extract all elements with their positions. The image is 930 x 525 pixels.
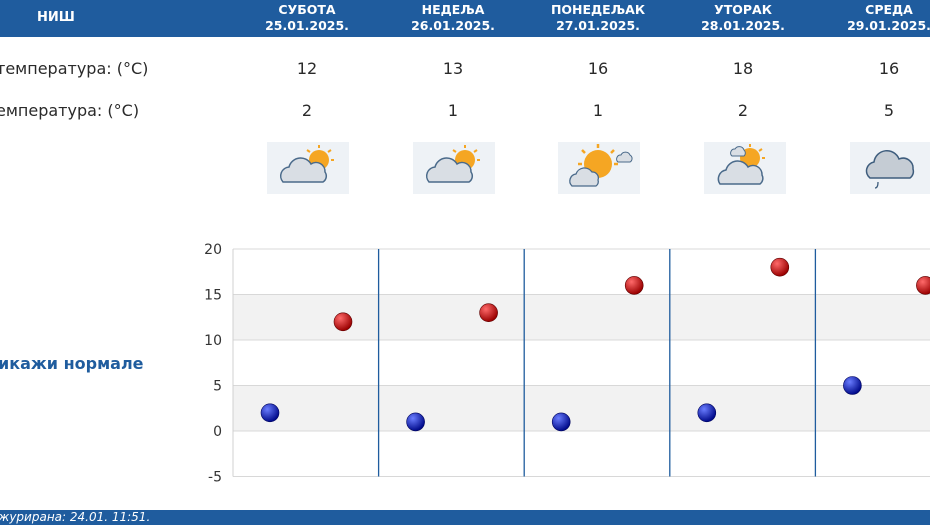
min-temp-value: 5 (883, 101, 895, 120)
last-updated: а ажурирана: 24.01. 11:51. (0, 510, 151, 524)
temperature-chart: 20 15 10 5 0 -5 (204, 242, 930, 486)
partly-cloudy-icon (413, 142, 495, 194)
grid-band (233, 385, 930, 431)
partly-cloudy-icon (267, 142, 349, 194)
partly-cloudy-icon (704, 142, 786, 194)
max-temp-value: 18 (732, 59, 754, 78)
max-temp-point (333, 312, 353, 332)
header-bar: НИШ СУБОТА 25.01.2025. НЕДЕЉА 26.01.2025… (0, 0, 930, 37)
max-temp-value: 16 (587, 59, 609, 78)
day-date: 27.01.2025. (556, 18, 640, 33)
min-temp-point (260, 403, 280, 423)
day-header-5: СРЕДА 29.01.2025. (816, 2, 930, 34)
day-name: УТОРАК (714, 2, 772, 17)
day-date: 26.01.2025. (411, 18, 495, 33)
min-temp-label: емпература: (°C) (0, 101, 140, 120)
y-tick-label: 5 (213, 379, 222, 395)
max-temp-value: 12 (296, 59, 318, 78)
min-temp-point (551, 412, 571, 432)
day-date: 28.01.2025. (701, 18, 785, 33)
day-header-2: НЕДЕЉА 26.01.2025. (380, 2, 526, 34)
max-temp-point (916, 276, 930, 295)
day-date: 25.01.2025. (265, 18, 349, 33)
day-name: ПОНЕДЕЉАК (550, 2, 646, 17)
footer-bar: а ажурирана: 24.01. 11:51. (0, 510, 930, 525)
y-tick-label: -5 (208, 470, 222, 486)
y-tick-label: 15 (204, 288, 222, 304)
min-temp-value: 2 (737, 101, 749, 120)
day-name: НЕДЕЉА (421, 2, 485, 17)
max-temp-value: 16 (878, 59, 900, 78)
cloudy-drizzle-icon (850, 142, 930, 194)
mostly-sunny-icon (558, 142, 640, 194)
max-temp-label: температура: (°C) (0, 59, 149, 78)
y-tick-label: 20 (204, 242, 222, 258)
day-name: СРЕДА (865, 2, 913, 17)
min-temp-point (406, 412, 425, 432)
min-temp-value: 2 (301, 101, 313, 120)
min-temp-point (697, 403, 717, 423)
max-temp-point (770, 257, 790, 277)
day-header-1: СУБОТА 25.01.2025. (234, 2, 380, 34)
y-tick-label: 0 (213, 424, 222, 440)
max-temp-value: 13 (442, 59, 464, 78)
city-name: НИШ (37, 10, 75, 25)
show-normals-link[interactable]: икажи нормале (0, 354, 144, 373)
min-temp-value: 1 (592, 101, 604, 120)
day-name: СУБОТА (278, 2, 336, 17)
min-temp-point (843, 376, 862, 395)
day-header-3: ПОНЕДЕЉАК 27.01.2025. (525, 2, 671, 34)
min-temp-value: 1 (447, 101, 459, 120)
weather-label: : (0, 160, 1, 179)
max-temp-point (479, 303, 498, 323)
day-header-4: УТОРАК 28.01.2025. (670, 2, 816, 34)
y-tick-label: 10 (204, 333, 222, 349)
max-temp-point (624, 276, 644, 295)
day-date: 29.01.2025. (847, 18, 930, 33)
